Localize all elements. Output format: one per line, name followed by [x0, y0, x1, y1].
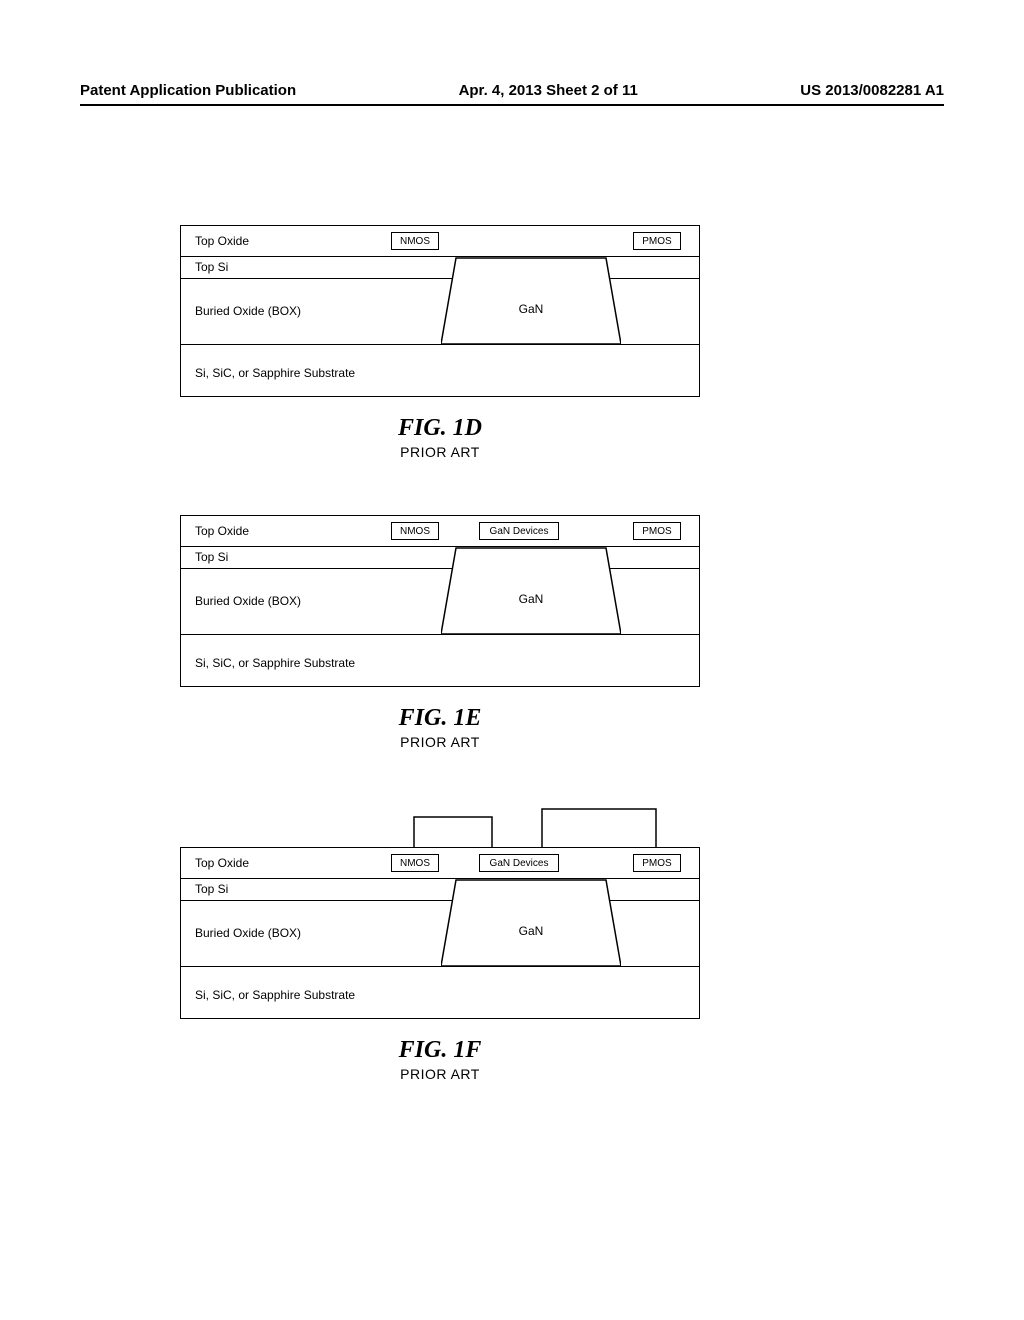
- diagram-1d: Top Oxide Top Si Buried Oxide (BOX) Si, …: [180, 225, 700, 397]
- divider: [181, 256, 699, 257]
- header-rule: [80, 104, 944, 106]
- caption-sub: PRIOR ART: [180, 734, 700, 750]
- gan-devices-box: GaN Devices: [479, 522, 559, 540]
- label-substrate: Si, SiC, or Sapphire Substrate: [195, 988, 355, 1002]
- gan-trapezoid: [441, 256, 621, 346]
- gan-trapezoid: [441, 546, 621, 636]
- label-top-si: Top Si: [195, 550, 228, 564]
- divider: [181, 278, 699, 279]
- gan-label: GaN: [441, 302, 621, 316]
- pmos-box: PMOS: [633, 232, 681, 250]
- gan-trapezoid: [441, 878, 621, 968]
- pmos-box: PMOS: [633, 854, 681, 872]
- caption-1d: FIG. 1D PRIOR ART: [180, 415, 700, 460]
- divider: [181, 900, 699, 901]
- divider: [181, 344, 699, 345]
- label-substrate: Si, SiC, or Sapphire Substrate: [195, 366, 355, 380]
- caption-title: FIG. 1E: [180, 705, 700, 732]
- header-right: US 2013/0082281 A1: [800, 82, 944, 99]
- caption-sub: PRIOR ART: [180, 444, 700, 460]
- divider: [181, 966, 699, 967]
- nmos-box: NMOS: [391, 522, 439, 540]
- gan-region: GaN: [441, 878, 621, 966]
- label-box: Buried Oxide (BOX): [195, 594, 301, 608]
- figure-1f: Top Oxide Top Si Buried Oxide (BOX) Si, …: [180, 805, 700, 1082]
- diagram-1e: Top Oxide Top Si Buried Oxide (BOX) Si, …: [180, 515, 700, 687]
- label-substrate: Si, SiC, or Sapphire Substrate: [195, 656, 355, 670]
- label-top-oxide: Top Oxide: [195, 856, 249, 870]
- caption-title: FIG. 1F: [180, 1037, 700, 1064]
- gan-region: GaN: [441, 546, 621, 634]
- nmos-box: NMOS: [391, 854, 439, 872]
- page: Patent Application Publication Apr. 4, 2…: [0, 0, 1024, 1320]
- label-top-si: Top Si: [195, 260, 228, 274]
- divider: [181, 546, 699, 547]
- caption-1e: FIG. 1E PRIOR ART: [180, 705, 700, 750]
- caption-sub: PRIOR ART: [180, 1066, 700, 1082]
- label-top-oxide: Top Oxide: [195, 524, 249, 538]
- gan-label: GaN: [441, 924, 621, 938]
- gan-devices-box: GaN Devices: [479, 854, 559, 872]
- header-left: Patent Application Publication: [80, 82, 296, 99]
- divider: [181, 878, 699, 879]
- caption-title: FIG. 1D: [180, 415, 700, 442]
- label-box: Buried Oxide (BOX): [195, 926, 301, 940]
- label-box: Buried Oxide (BOX): [195, 304, 301, 318]
- page-header: Patent Application Publication Apr. 4, 2…: [80, 82, 944, 99]
- figure-1e: Top Oxide Top Si Buried Oxide (BOX) Si, …: [180, 515, 700, 750]
- caption-1f: FIG. 1F PRIOR ART: [180, 1037, 700, 1082]
- gan-label: GaN: [441, 592, 621, 606]
- gan-region: GaN: [441, 256, 621, 344]
- interconnect-lines: [180, 805, 700, 849]
- label-top-oxide: Top Oxide: [195, 234, 249, 248]
- diagram-1f: Top Oxide Top Si Buried Oxide (BOX) Si, …: [180, 847, 700, 1019]
- pmos-box: PMOS: [633, 522, 681, 540]
- header-center: Apr. 4, 2013 Sheet 2 of 11: [459, 82, 638, 99]
- divider: [181, 634, 699, 635]
- nmos-box: NMOS: [391, 232, 439, 250]
- label-top-si: Top Si: [195, 882, 228, 896]
- figure-1d: Top Oxide Top Si Buried Oxide (BOX) Si, …: [180, 225, 700, 460]
- divider: [181, 568, 699, 569]
